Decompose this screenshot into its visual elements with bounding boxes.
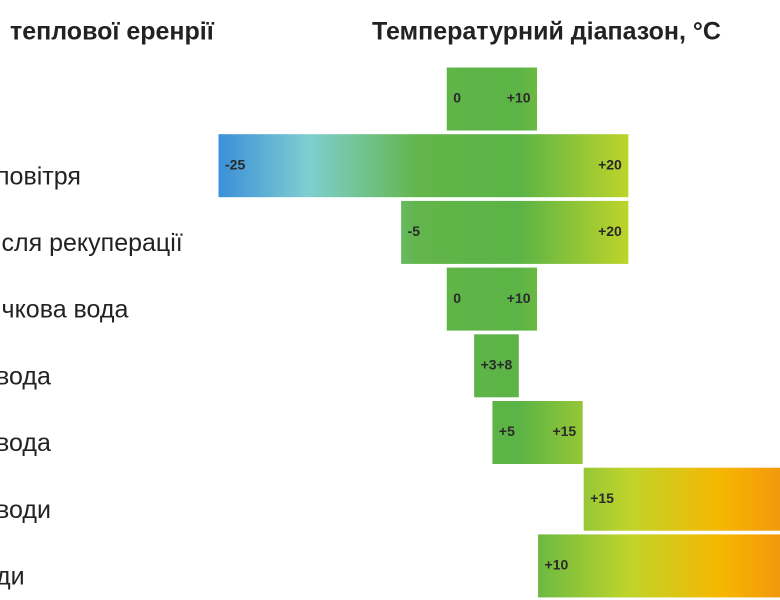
range-bar — [217, 133, 630, 199]
low-label: 0 — [453, 90, 461, 106]
range-bar — [582, 466, 780, 532]
low-label: -5 — [408, 223, 421, 239]
category-label: повітря — [0, 162, 81, 190]
chart-title: Температурний діапазон, °С — [372, 18, 721, 46]
high-label: +15 — [552, 423, 576, 439]
left-header: теплової еренрії — [10, 18, 215, 46]
category-label: води — [0, 496, 51, 524]
range-bar — [445, 266, 539, 332]
range-bar — [445, 66, 539, 132]
range-bar — [473, 333, 520, 399]
low-label: +5 — [499, 423, 515, 439]
high-label: +10 — [507, 90, 531, 106]
category-label: ісля рекуперації — [0, 229, 183, 257]
range-bar — [537, 533, 780, 599]
low-label: +10 — [545, 557, 569, 573]
low-label: -25 — [225, 156, 245, 172]
category-label: вода — [0, 362, 51, 390]
category-label: ди — [0, 563, 25, 591]
category-label: ічкова вода — [0, 296, 128, 324]
high-label: +10 — [507, 290, 531, 306]
category-label: вода — [0, 429, 51, 457]
high-label: +20 — [598, 156, 622, 172]
high-label: +20 — [598, 223, 622, 239]
low-label: +15 — [590, 490, 614, 506]
high-label: +8 — [496, 357, 512, 373]
low-label: 0 — [453, 290, 461, 306]
low-label: +3 — [481, 357, 497, 373]
range-bar — [491, 400, 584, 465]
range-bar — [400, 199, 630, 265]
